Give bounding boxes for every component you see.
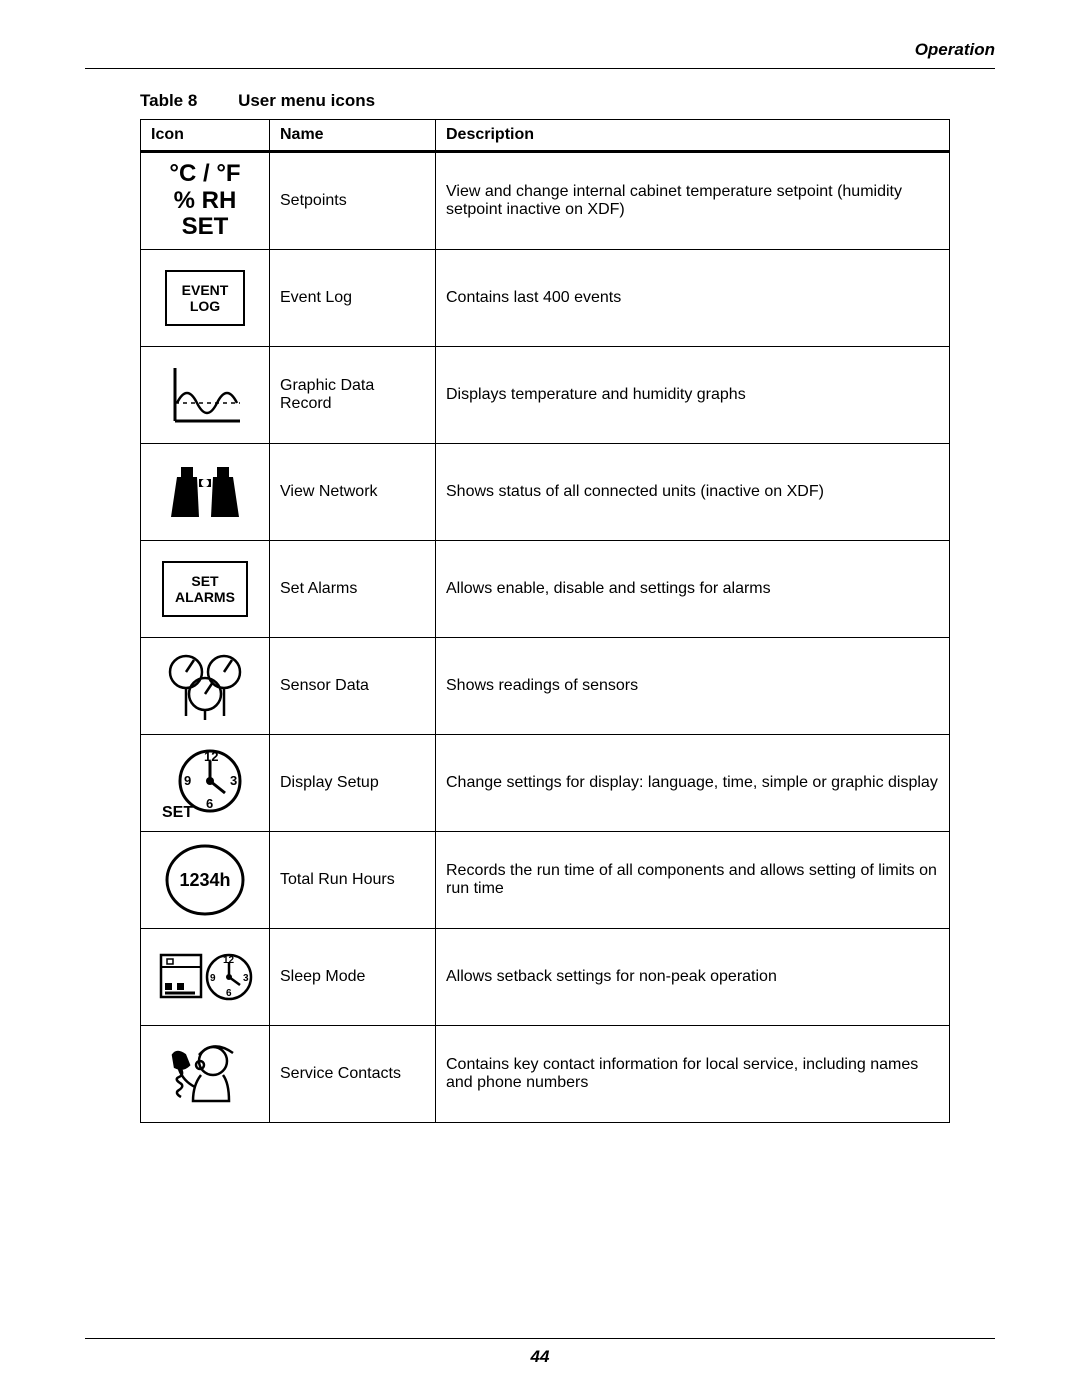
table-caption: Table 8 User menu icons [140, 91, 995, 111]
icon-line: EVENT [175, 282, 235, 298]
svg-text:6: 6 [206, 796, 213, 811]
table-title: User menu icons [238, 91, 375, 110]
row-name: Event Log [270, 250, 436, 347]
row-desc: Allows setback settings for non-peak ope… [436, 929, 950, 1026]
row-desc: Shows status of all connected units (ina… [436, 444, 950, 541]
col-desc: Description [436, 120, 950, 152]
row-desc: Contains last 400 events [436, 250, 950, 347]
table-number: Table 8 [140, 91, 197, 110]
user-menu-table: Icon Name Description °C / °F % RH SET S… [140, 119, 950, 1123]
table-row: SET ALARMS Set Alarms Allows enable, dis… [141, 541, 950, 638]
svg-text:3: 3 [243, 973, 249, 984]
col-icon: Icon [141, 120, 270, 152]
svg-text:12: 12 [223, 955, 235, 966]
row-name: Graphic Data Record [270, 347, 436, 444]
row-name: Setpoints [270, 152, 436, 250]
icon-line: ALARMS [172, 589, 238, 605]
row-name: Service Contacts [270, 1026, 436, 1123]
table-header-row: Icon Name Description [141, 120, 950, 152]
table-row: 12 3 6 9 SET Display Setup Change settin… [141, 735, 950, 832]
page-number: 44 [531, 1347, 550, 1366]
row-desc: View and change internal cabinet tempera… [436, 152, 950, 250]
row-name: Set Alarms [270, 541, 436, 638]
page: Operation Table 8 User menu icons Icon N… [0, 0, 1080, 1397]
event-log-icon: EVENT LOG [141, 250, 270, 347]
row-desc: Shows readings of sensors [436, 638, 950, 735]
table-row: EVENT LOG Event Log Contains last 400 ev… [141, 250, 950, 347]
icon-line: LOG [175, 298, 235, 314]
table-row: Sensor Data Shows readings of sensors [141, 638, 950, 735]
table-row: View Network Shows status of all connect… [141, 444, 950, 541]
row-desc: Displays temperature and humidity graphs [436, 347, 950, 444]
row-desc: Change settings for display: language, t… [436, 735, 950, 832]
table-row: Graphic Data Record Displays temperature… [141, 347, 950, 444]
col-name: Name [270, 120, 436, 152]
icon-line: °C / °F [145, 161, 265, 187]
row-name: Sleep Mode [270, 929, 436, 1026]
display-setup-icon: 12 3 6 9 SET [141, 735, 270, 832]
svg-text:12: 12 [204, 749, 218, 764]
section-header: Operation [85, 40, 995, 69]
page-footer: 44 [85, 1338, 995, 1367]
row-desc: Contains key contact information for loc… [436, 1026, 950, 1123]
sleep-mode-icon: 12 3 6 9 [141, 929, 270, 1026]
table-row: °C / °F % RH SET Setpoints View and chan… [141, 152, 950, 250]
svg-text:1234h: 1234h [179, 870, 230, 890]
run-hours-icon: 1234h [141, 832, 270, 929]
row-desc: Records the run time of all components a… [436, 832, 950, 929]
svg-text:3: 3 [230, 773, 237, 788]
icon-line: SET [145, 214, 265, 240]
table-row: 1234h Total Run Hours Records the run ti… [141, 832, 950, 929]
row-name: View Network [270, 444, 436, 541]
row-name: Display Setup [270, 735, 436, 832]
service-contacts-icon [141, 1026, 270, 1123]
binoculars-icon [141, 444, 270, 541]
row-name: Sensor Data [270, 638, 436, 735]
table-row: Service Contacts Contains key contact in… [141, 1026, 950, 1123]
icon-line: % RH [145, 188, 265, 214]
set-alarms-icon: SET ALARMS [141, 541, 270, 638]
svg-text:9: 9 [184, 773, 191, 788]
sensor-data-icon [141, 638, 270, 735]
setpoints-icon: °C / °F % RH SET [141, 152, 270, 250]
svg-text:SET: SET [162, 804, 193, 821]
svg-text:6: 6 [226, 988, 232, 999]
graphic-data-icon [141, 347, 270, 444]
icon-line: SET [172, 573, 238, 589]
svg-text:9: 9 [210, 973, 216, 984]
row-name: Total Run Hours [270, 832, 436, 929]
table-row: 12 3 6 9 Sleep Mode Allows setback setti… [141, 929, 950, 1026]
row-desc: Allows enable, disable and settings for … [436, 541, 950, 638]
